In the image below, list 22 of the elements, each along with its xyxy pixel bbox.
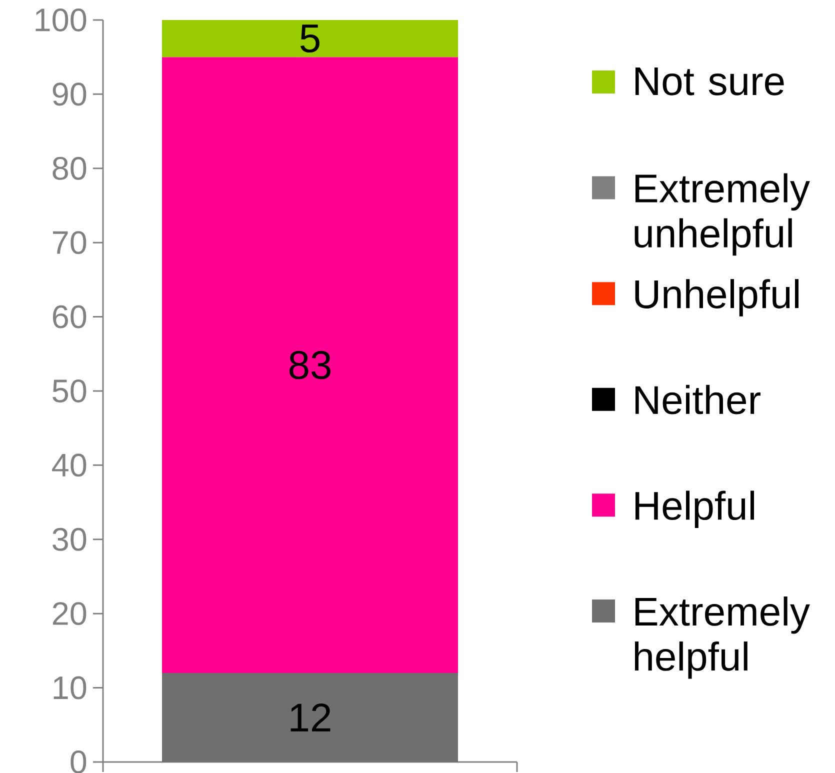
y-tick-label: 30 xyxy=(52,528,86,551)
legend-label: Extremely helpful xyxy=(634,596,810,679)
y-tick-label: 60 xyxy=(52,305,86,328)
y-tick-label: 80 xyxy=(52,156,86,180)
bar xyxy=(162,672,458,762)
y-tick-label: 20 xyxy=(52,602,86,626)
y-tick-label: 100 xyxy=(36,8,86,32)
legend-label: Not sure xyxy=(635,68,784,96)
y-tick-label: 70 xyxy=(52,231,86,254)
legend-label: Extremely unhelpful xyxy=(634,173,810,256)
legend-label: Neither xyxy=(635,384,760,414)
y-tick-label: 40 xyxy=(52,454,86,477)
legend-label: Unhelpful xyxy=(635,279,798,316)
data-label: 5 xyxy=(300,24,320,52)
y-tick-label: 10 xyxy=(54,676,86,700)
data-label: 83 xyxy=(290,350,330,380)
data-label: 12 xyxy=(290,704,330,732)
bar xyxy=(162,20,458,58)
legend-label: Helpful xyxy=(635,490,754,528)
y-tick-label: 90 xyxy=(52,82,86,106)
y-tick-label: 50 xyxy=(52,379,86,402)
bar xyxy=(162,57,458,673)
